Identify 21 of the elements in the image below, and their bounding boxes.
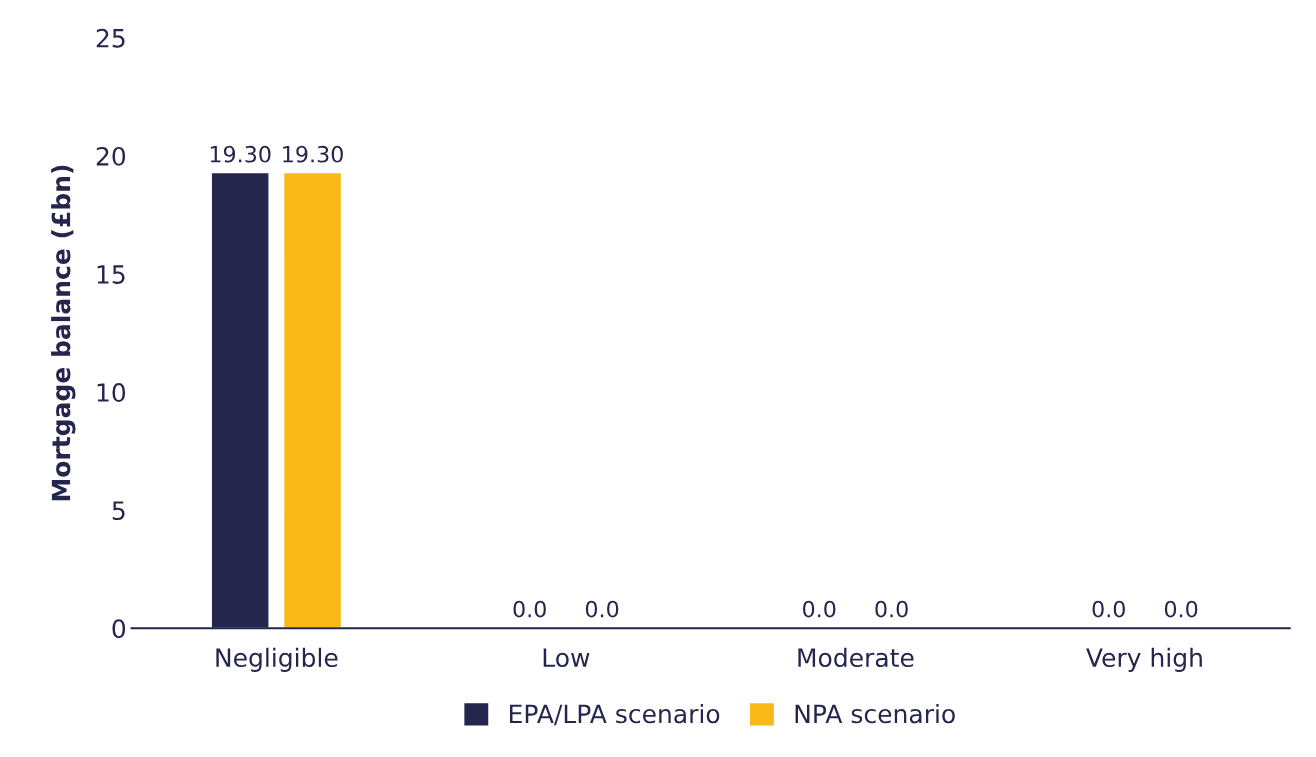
- y-tick-label: 20: [96, 146, 126, 166]
- data-label: 0.0: [803, 600, 836, 618]
- x-tick-label: Negligible: [216, 647, 338, 672]
- x-tick-label: Low: [543, 648, 590, 668]
- y-tick-label: 10: [97, 383, 126, 402]
- data-label: 0.0: [875, 600, 908, 618]
- y-tick-label: 15: [97, 265, 125, 284]
- y-tick-label: 0: [112, 619, 126, 639]
- data-label: 0.0: [1092, 600, 1125, 618]
- x-tick-label: Moderate: [798, 647, 914, 668]
- data-label: 0.0: [513, 600, 546, 618]
- data-label: 19.30: [210, 145, 271, 163]
- x-tick-label: Very high: [1086, 647, 1202, 672]
- data-label: 0.0: [1164, 600, 1198, 618]
- data-label: 19.30: [283, 145, 343, 163]
- y-axis-title: Mortgage balance (£bn): [51, 165, 76, 501]
- legend-label: NPA scenario: [795, 703, 955, 724]
- y-tick-label: 5: [112, 501, 125, 521]
- legend-label: EPA/LPA scenario: [510, 703, 720, 726]
- data-label: 0.0: [585, 600, 619, 618]
- y-tick-label: 25: [96, 28, 125, 48]
